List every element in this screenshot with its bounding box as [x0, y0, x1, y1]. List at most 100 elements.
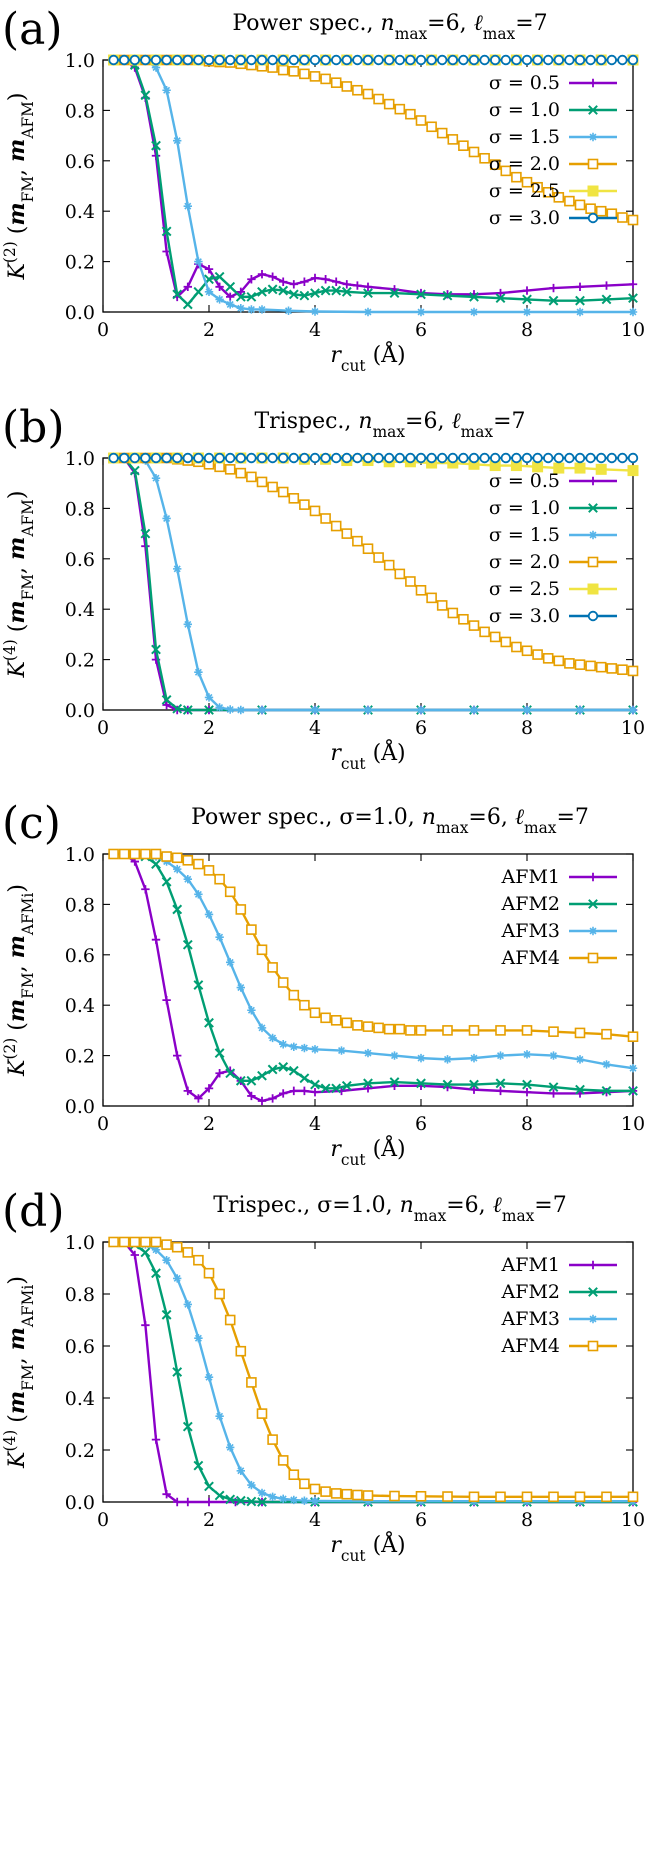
legend-marker	[587, 212, 599, 224]
data-point	[511, 452, 522, 464]
data-point	[193, 858, 204, 870]
legend-marker	[588, 1314, 598, 1324]
chart-panel-3: (d) Trispec., σ=1.0, nmax=6, ℓmax=7 0.0 0.2…	[1, 1186, 645, 1565]
data-point	[575, 282, 585, 291]
data-point	[172, 289, 183, 300]
panel-letter: (b)	[2, 402, 65, 453]
data-point	[574, 659, 586, 670]
x-tick-label: 4	[309, 1509, 321, 1531]
legend-label: AFM4	[501, 1335, 560, 1357]
data-point	[310, 307, 320, 316]
data-point	[426, 452, 437, 464]
data-point	[173, 864, 182, 874]
data-point	[469, 1085, 479, 1094]
data-point	[489, 631, 501, 643]
data-point	[214, 271, 225, 282]
data-point	[628, 293, 638, 304]
data-point	[299, 999, 310, 1011]
data-point	[628, 1064, 638, 1073]
x-axis-label: rcut (Å)	[330, 340, 405, 375]
x-tick-label: 4	[309, 1113, 321, 1135]
data-point	[330, 1015, 342, 1026]
data-point	[299, 54, 310, 66]
data-point	[193, 286, 204, 297]
data-point	[553, 655, 565, 667]
data-point	[300, 277, 309, 286]
data-point	[182, 939, 193, 950]
data-point	[442, 1491, 453, 1502]
legend-marker	[587, 158, 599, 170]
data-point	[129, 465, 140, 476]
x-tick-label: 10	[621, 717, 645, 739]
data-point	[332, 277, 341, 286]
data-point	[277, 486, 289, 498]
data-point	[553, 54, 565, 66]
x-tick-label: 4	[309, 319, 321, 341]
data-point	[161, 226, 172, 237]
data-point	[549, 283, 558, 293]
data-point	[362, 543, 374, 555]
data-point	[362, 452, 374, 464]
legend: AFM1 AFM2 AFM3 AFM4	[501, 1254, 617, 1357]
data-point	[182, 1421, 193, 1432]
legend-label: AFM3	[501, 920, 560, 942]
data-point	[173, 1274, 182, 1283]
data-point	[204, 1497, 214, 1507]
legend: σ = 0.5 σ = 1.0 σ = 1.5 σ = 2.0 σ = 2.5 σ = 3…	[489, 470, 617, 627]
data-point	[108, 1236, 119, 1248]
data-point	[288, 452, 300, 464]
data-point	[299, 1478, 310, 1490]
legend-label: σ = 2.5	[489, 578, 560, 600]
x-tick-label: 8	[521, 1509, 533, 1531]
data-point	[256, 944, 268, 956]
data-point	[330, 520, 342, 532]
data-point	[442, 1079, 453, 1090]
data-point	[151, 140, 161, 151]
data-point	[299, 499, 310, 510]
data-point	[543, 54, 554, 66]
data-point	[310, 288, 320, 299]
data-point	[215, 295, 224, 304]
legend-marker	[587, 952, 599, 964]
y-tick-label: 1.0	[65, 50, 95, 72]
data-point	[288, 66, 300, 77]
x-tick-label: 6	[415, 319, 427, 341]
data-point	[226, 705, 235, 714]
data-point	[300, 1496, 309, 1505]
data-point	[585, 660, 596, 672]
data-point	[236, 983, 245, 992]
legend: AFM1 AFM2 AFM3 AFM4	[501, 866, 617, 969]
data-point	[575, 307, 585, 317]
data-point	[299, 452, 310, 464]
data-point	[415, 1490, 427, 1502]
data-point	[468, 1491, 480, 1503]
series-2	[109, 453, 638, 715]
series-line	[113, 852, 633, 1093]
data-point	[140, 528, 151, 539]
data-point	[246, 291, 257, 302]
x-tick-label: 6	[415, 1509, 427, 1531]
data-point	[341, 81, 353, 92]
data-point	[204, 1017, 214, 1028]
data-point	[416, 307, 426, 317]
data-point	[162, 1490, 171, 1499]
legend-label: σ = 1.0	[489, 497, 560, 519]
y-tick-label: 0.0	[65, 700, 95, 722]
series-3	[108, 1236, 639, 1503]
data-point	[496, 1051, 505, 1060]
data-point	[161, 452, 172, 464]
data-point	[267, 962, 278, 973]
data-point	[235, 467, 247, 479]
data-point	[532, 54, 543, 66]
data-point	[247, 1091, 256, 1101]
data-point	[257, 1070, 267, 1081]
data-point	[500, 54, 512, 66]
data-point	[500, 452, 512, 464]
x-tick-label: 2	[203, 717, 215, 739]
data-point	[182, 452, 194, 464]
data-point	[118, 1236, 130, 1248]
data-point	[436, 600, 448, 611]
data-point	[585, 54, 596, 66]
data-point	[204, 264, 214, 274]
data-point	[500, 165, 512, 177]
